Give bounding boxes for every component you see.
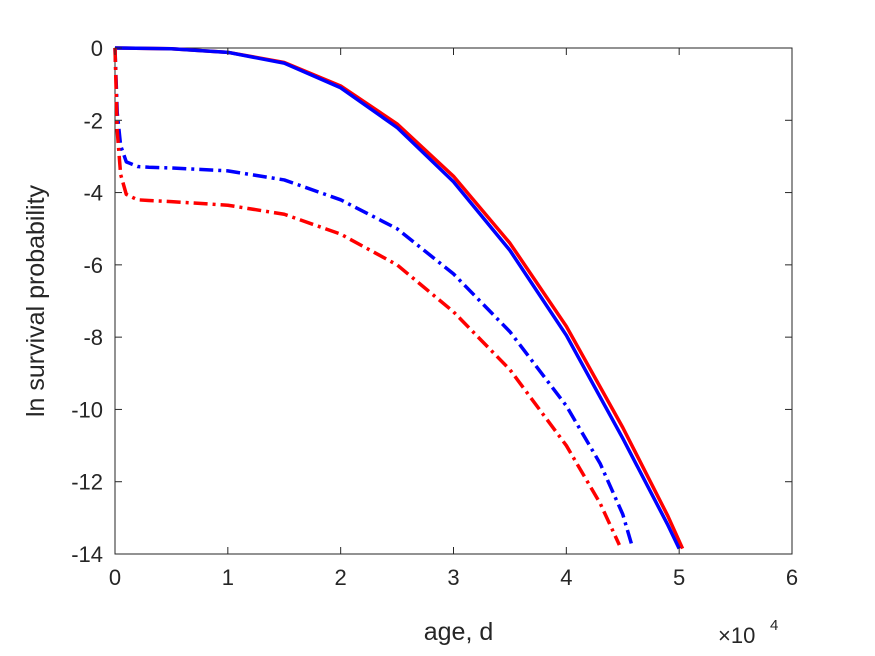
y-axis-label: ln survival probability — [22, 184, 50, 417]
series-line-4 — [113, 47, 621, 546]
x-axis-label: age, d — [424, 618, 494, 646]
x-tick-label: 3 — [447, 565, 459, 590]
x-tick-label: 2 — [335, 565, 347, 590]
axes-box — [114, 47, 793, 555]
ticks-layer: 0 1 2 3 4 5 6 0 -2 -4 -6 -8 -10 -12 -14 — [71, 36, 798, 590]
y-tick-label: -6 — [83, 253, 103, 278]
series-line-3 — [113, 47, 634, 546]
x-tick-label: 0 — [109, 565, 121, 590]
y-tick-label: -10 — [71, 397, 103, 422]
x-tick-label: 4 — [560, 565, 572, 590]
y-tick-label: -12 — [71, 470, 103, 495]
y-tick-label: -8 — [83, 325, 103, 350]
x-tick-label: 6 — [786, 565, 798, 590]
x-tick-label: 5 — [673, 565, 685, 590]
series-layer — [113, 46, 685, 550]
y-tick-label: 0 — [91, 36, 103, 61]
series-line-2 — [114, 46, 681, 550]
y-tick-label: -14 — [71, 542, 103, 567]
y-tick-label: -4 — [83, 181, 103, 206]
x-tick-label: 1 — [222, 565, 234, 590]
x-exponent-base: ×10 — [718, 623, 755, 648]
plot-area — [114, 47, 793, 555]
x-axis-exponent: ×10 4 — [718, 617, 778, 648]
x-exponent-power: 4 — [770, 617, 778, 634]
y-tick-label: -2 — [83, 108, 103, 133]
